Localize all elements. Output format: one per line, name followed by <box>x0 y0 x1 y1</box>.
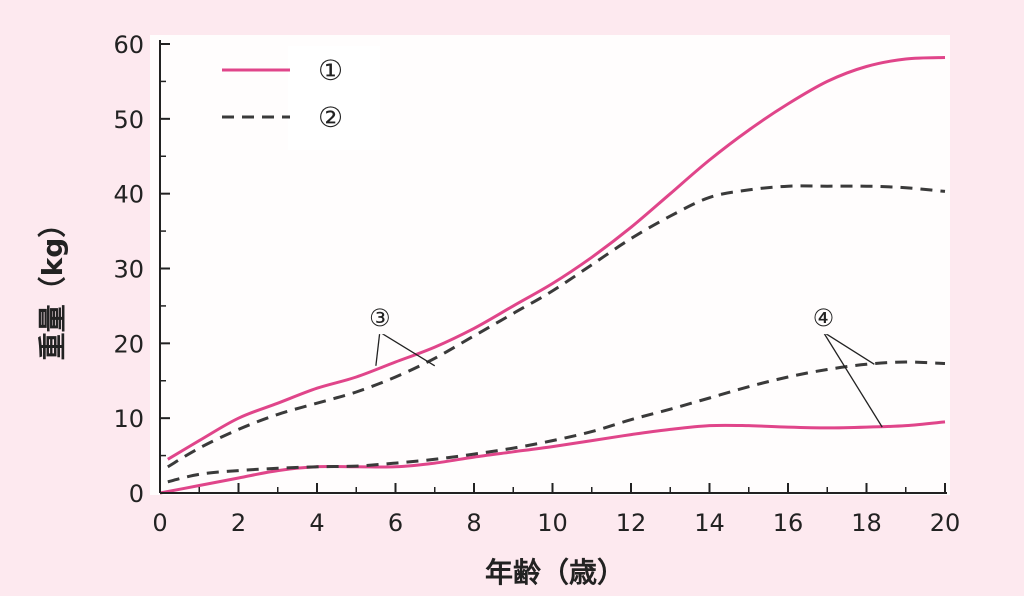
x-tick-label: 2 <box>231 509 246 537</box>
y-tick-label: 0 <box>129 480 144 508</box>
curves-layer <box>159 56 946 495</box>
x-axis-title: 年齢（歳） <box>485 556 625 589</box>
x-tick-label: 18 <box>851 509 882 537</box>
x-tick-label: 0 <box>152 509 167 537</box>
annotation-leader-line <box>379 331 436 367</box>
legend-label-backdrop <box>288 46 380 150</box>
legend-label: ② <box>318 101 343 134</box>
plot-background <box>150 35 950 495</box>
x-tick-label: 4 <box>309 509 324 537</box>
y-axis-title: 重量（kg） <box>36 210 69 361</box>
x-tick-label: 20 <box>930 509 961 537</box>
x-tick-label: 6 <box>388 509 403 537</box>
x-tick-label: 14 <box>694 509 725 537</box>
y-tick-label: 20 <box>113 330 144 358</box>
annotation-leader-line <box>375 332 381 366</box>
tick-labels-layer: 0 10 20 30 40 50 60 0 2 4 6 8 10 12 14 16 18 20 <box>113 31 960 537</box>
x-tick-label: 12 <box>616 509 647 537</box>
y-tick-label: 50 <box>113 106 144 134</box>
legend: ①② <box>222 46 380 150</box>
x-tick-label: 16 <box>773 509 804 537</box>
axes-layer <box>159 40 947 494</box>
y-tick-label: 60 <box>113 31 144 59</box>
annotation-label: ③ <box>369 304 391 332</box>
annotation-label-backdrop <box>363 302 396 335</box>
annotation-leader-line <box>822 331 875 365</box>
y-tick-label: 30 <box>113 256 144 284</box>
y-tick-label: 10 <box>113 405 144 433</box>
x-tick-label: 10 <box>537 509 568 537</box>
legend-label: ① <box>318 54 343 87</box>
annotation-label-backdrop <box>807 302 840 335</box>
annotation-label: ④ <box>813 304 835 332</box>
annotation-leader-line <box>822 331 883 428</box>
x-tick-label: 8 <box>466 509 481 537</box>
y-tick-label: 40 <box>113 181 144 209</box>
series-lower-dashed-line <box>167 360 946 484</box>
series-upper-dashed-line <box>167 184 946 469</box>
series-upper-solid-line <box>167 56 946 461</box>
